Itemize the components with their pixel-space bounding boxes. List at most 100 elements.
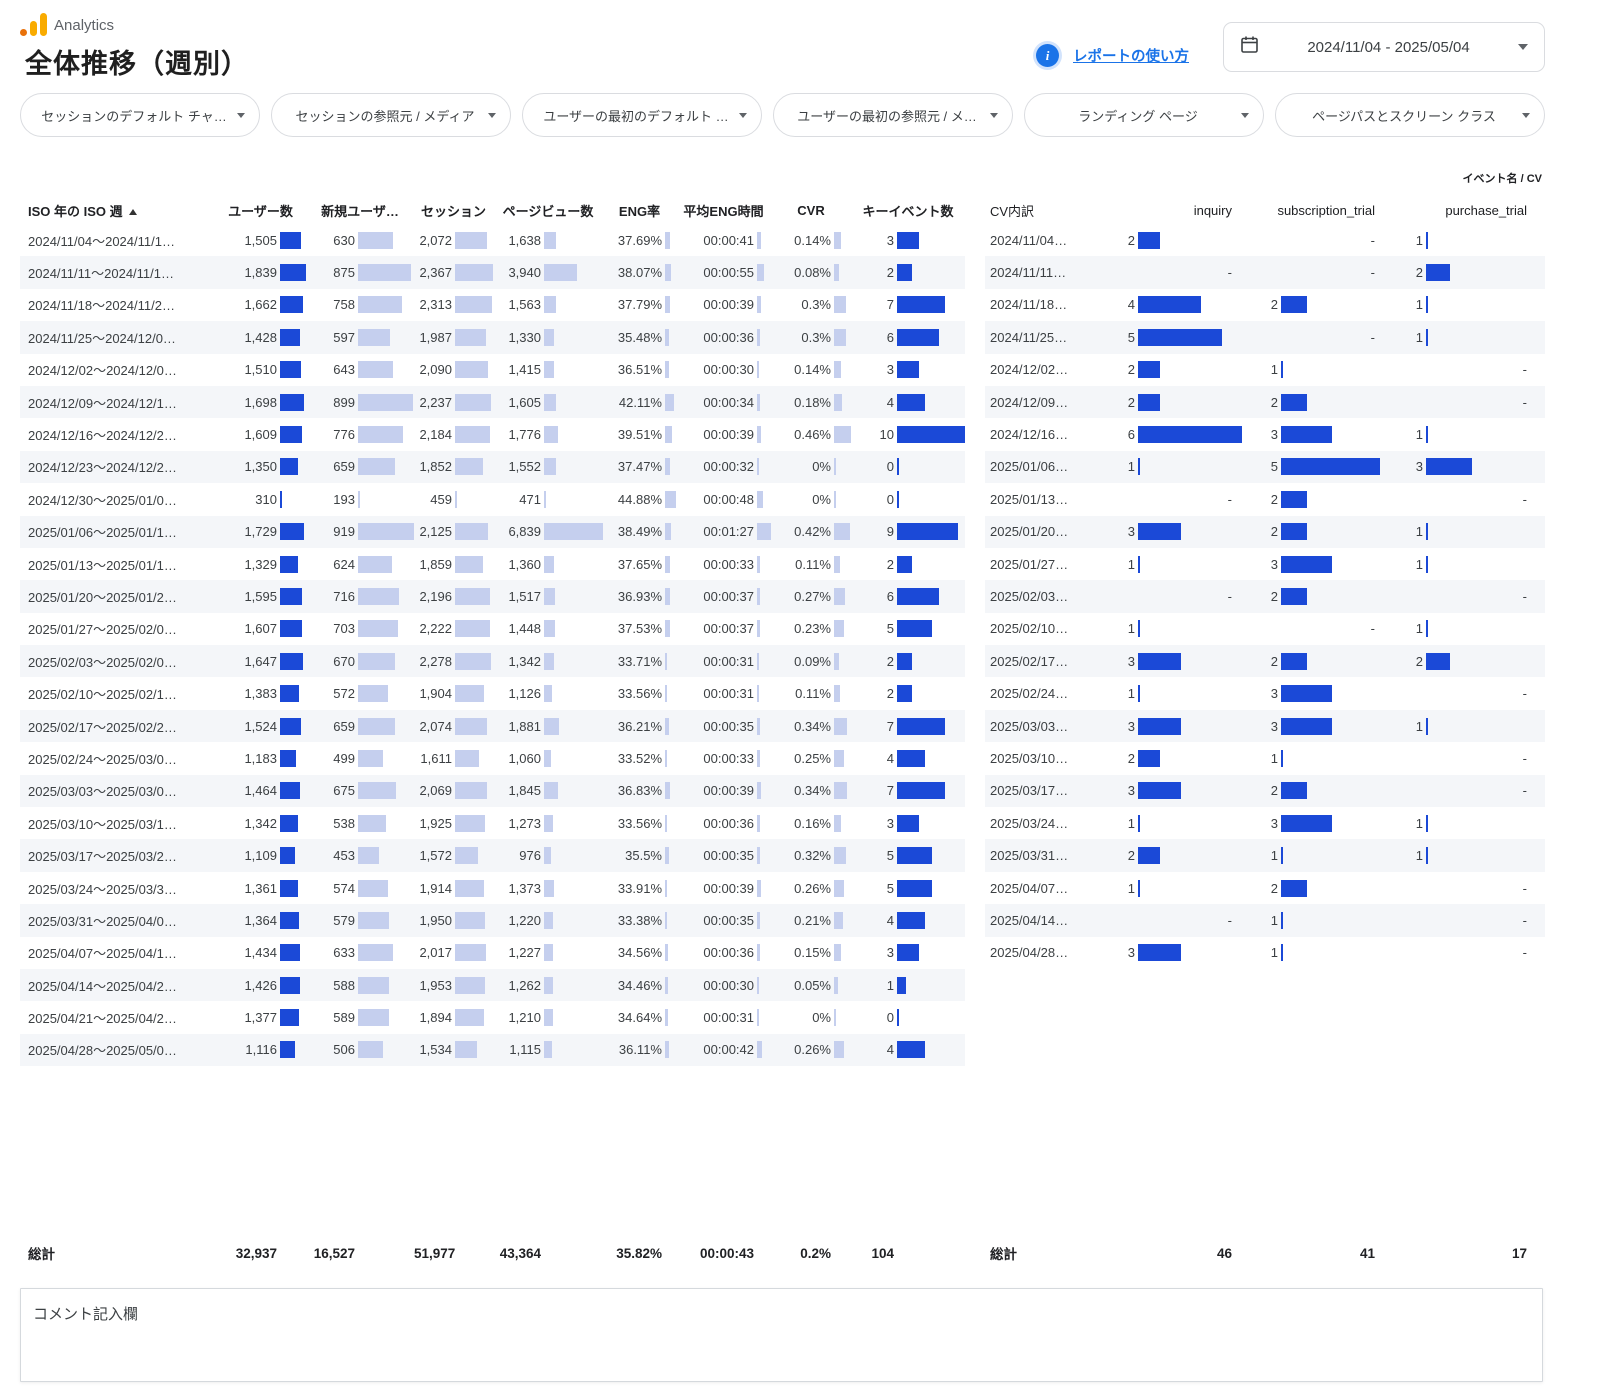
bar [455,361,488,379]
bar-zone [455,911,493,929]
week-range-cell: 2025/03/17～2025/03/2… [28,849,177,865]
cell-value: 1,950 [419,912,452,928]
report-help-link[interactable]: レポートの使い方 [1073,49,1189,65]
bar [1426,717,1428,735]
column-header-iso-week[interactable]: ISO 年の ISO 週 [20,201,215,220]
bar-zone [455,847,493,865]
cell-users: 1,428 [215,328,306,346]
cell-value: 2 [886,265,894,281]
column-header-purchase-trial[interactable]: purchase_trial [1445,202,1527,218]
bar-zone [665,1041,676,1059]
bar-zone [544,847,603,865]
cell-eng-rate: 37.69% [603,231,676,249]
cell-eng-rate: 35.48% [603,328,676,346]
bar [1281,879,1307,897]
cell-purchase-trial: 1 [1383,717,1530,735]
bar [455,458,483,476]
cell-value: 1 [1127,880,1135,896]
cell-value: 0.26% [794,1042,831,1058]
table-row: 2024/12/09… 2 2 - [985,385,1545,419]
cell-value: 2,090 [419,362,452,378]
null-value-dash: - [1522,491,1527,507]
bar [544,264,577,282]
cell-new-users: 506 [306,1041,414,1059]
bar [834,717,847,735]
bar-zone [834,814,851,832]
column-header-key-events[interactable]: キーイベント数 [862,203,954,219]
bar-zone [1281,782,1383,800]
bar [1281,490,1307,508]
week-range-cell: 2024/12/09～2024/12/1… [28,395,177,411]
bar-zone [834,296,851,314]
column-header-inquiry[interactable]: inquiry [1193,202,1232,218]
cell-value: 2,278 [419,653,452,669]
cell-new-users: 499 [306,749,414,767]
bar [665,652,667,670]
table-row: 2025/03/31… 2 1 1 [985,839,1545,872]
bar-zone [757,782,771,800]
cell-value: 1,609 [244,427,277,443]
bar-zone [1138,328,1245,346]
cv-table-totals-row: 総計 46 41 17 [985,1239,1545,1267]
cell-sessions: 2,072 [414,231,493,249]
column-header-pageviews[interactable]: ページビュー数 [502,203,594,219]
date-range-picker[interactable]: 2024/11/04 - 2025/05/04 [1223,22,1545,72]
column-header-subscription-trial[interactable]: subscription_trial [1277,202,1375,218]
comment-input-box[interactable]: コメント記入欄 [20,1288,1543,1382]
bar-zone [1281,296,1383,314]
bar-zone [455,1245,493,1262]
bar-zone [665,361,676,379]
cell-value: 630 [333,232,355,248]
column-header-cv-breakdown[interactable]: CV内訳 [990,203,1035,219]
filter-first-user-source-medium[interactable]: ユーザーの最初の参照元 / メ… [773,93,1013,137]
bar [544,847,551,865]
bar [1426,620,1428,638]
info-icon[interactable]: i [1036,44,1059,67]
bar [665,426,672,444]
cell-cvr: 0.18% [771,393,851,411]
filter-first-user-default-channel[interactable]: ユーザーの最初のデフォルト … [522,93,762,137]
bar [358,587,399,605]
bar-zone [665,587,676,605]
bar-zone [455,361,493,379]
cell-value: 1,060 [508,750,541,766]
bar-zone [358,296,414,314]
cell-cvr: 0.05% [771,976,851,994]
filter-session-default-channel[interactable]: セッションのデフォルト チャ… [20,93,260,137]
filter-landing-page[interactable]: ランディング ページ [1024,93,1264,137]
cell-purchase-trial: 1 [1383,814,1530,832]
bar-zone [455,976,493,994]
cell-value: 579 [333,912,355,928]
cell-value: 0.25% [794,750,831,766]
cell-value: 1 [1127,556,1135,572]
bar-zone [757,847,771,865]
column-header-sessions[interactable]: セッション [420,203,486,219]
cell-purchase-trial: - [1383,751,1530,766]
bar-zone [834,976,851,994]
bar [1281,361,1283,379]
cell-value: 471 [519,491,541,507]
bar-zone [665,393,676,411]
bar-zone [280,490,306,508]
bar-zone [665,717,676,735]
cell-value: 0.15% [794,945,831,961]
cell-value: 633 [333,945,355,961]
bar-zone [455,652,493,670]
column-header-eng-rate[interactable]: ENG率 [618,203,661,219]
total-value: 32,937 [235,1245,277,1261]
cell-value: 2,196 [419,588,452,604]
cell-value: 1 [1415,718,1423,734]
table-row: 2024/11/04… 2 - 1 [985,224,1545,256]
filter-session-source-medium[interactable]: セッションの参照元 / メディア [271,93,511,137]
column-header-eng-time[interactable]: 平均ENG時間 [683,203,764,219]
cell-inquiry: 3 [1080,523,1245,541]
cell-value: 310 [255,491,277,507]
bar [897,944,919,962]
column-header-new-users[interactable]: 新規ユーザ… [321,203,399,219]
bar [455,426,490,444]
null-value-dash: - [1522,945,1527,961]
column-header-cvr[interactable]: CVR [797,202,825,218]
cell-value: 1,329 [244,556,277,572]
column-header-users[interactable]: ユーザー数 [228,203,293,219]
filter-page-path-screen-class[interactable]: ページパスとスクリーン クラス [1275,93,1545,137]
